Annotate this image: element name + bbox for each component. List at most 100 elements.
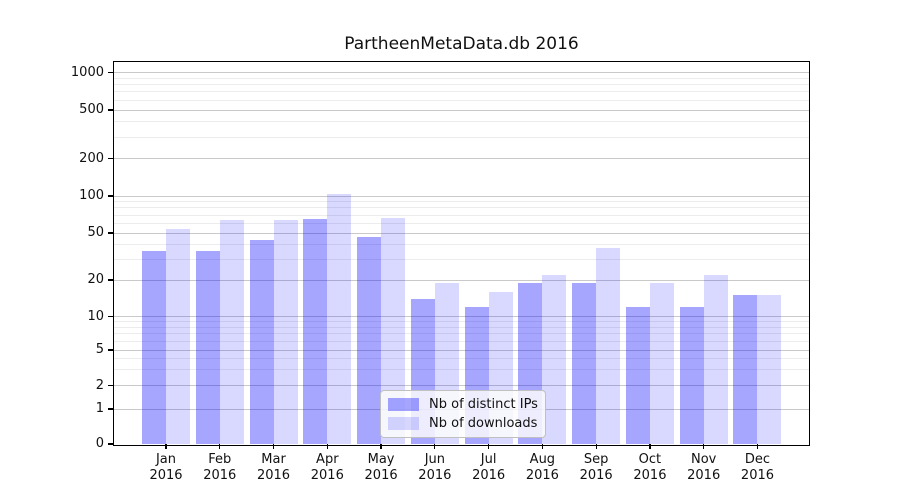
x-tick-label-jan: Jan 2016 [149,452,183,484]
legend-entry-downloads: Nb of downloads [388,416,538,431]
y-tickmark [108,232,113,234]
x-tick-label-dec: Dec 2016 [740,452,775,484]
x-tick-label-jun: Jun 2016 [418,452,452,484]
bar-distinct-ips-sep [572,282,597,444]
bar-downloads-dec [757,295,782,444]
y-tickmark [108,384,113,387]
y-tick-label: 0 [95,436,104,451]
minor-gridline [113,340,810,342]
bar-distinct-ips-apr [303,218,328,444]
bar-downloads-mar [273,219,298,444]
bar-distinct-ips-jan [142,251,166,444]
legend-swatch-downloads [388,417,419,430]
bar-downloads-aug [542,275,567,444]
chart-title: PartheenMetaData.db 2016 [344,34,579,54]
y-tick-label: 100 [79,188,104,203]
legend-label-downloads: Nb of downloads [429,416,538,431]
y-tickmark [108,109,113,111]
bar-distinct-ips-oct [625,306,650,444]
bar-downloads-jan [166,228,190,444]
bar-downloads-feb [219,219,244,444]
bar-distinct-ips-dec [733,295,758,444]
minor-gridline [113,99,810,101]
minor-gridline [113,91,810,93]
x-tick-label-sep: Sep 2016 [579,452,613,484]
x-tickmark [165,444,167,449]
legend-swatch-distinct-ips [388,398,419,411]
minor-gridline [113,358,810,360]
legend-entry-distinct-ips: Nb of distinct IPs [388,397,538,412]
major-gridline [113,279,810,281]
x-tickmark [380,444,382,449]
x-tickmark [595,444,597,449]
x-tickmark [272,444,275,449]
bar-distinct-ips-nov [679,306,704,444]
major-gridline [113,349,810,351]
bar-downloads-nov [703,275,728,444]
y-tick-label: 10 [87,308,104,324]
x-tick-label-apr: Apr 2016 [310,452,344,484]
major-gridline [113,158,810,159]
minor-gridline [113,321,810,323]
minor-gridline [113,84,810,86]
y-tick-label: 1000 [70,64,104,80]
minor-gridline [113,222,810,224]
bar-downloads-apr [327,194,352,444]
minor-gridline [113,326,810,328]
bar-downloads-oct [649,282,674,444]
y-tick-label: 500 [79,102,104,117]
minor-gridline [113,214,810,216]
minor-gridline [113,258,810,260]
x-tick-label-aug: Aug 2016 [525,452,559,484]
bar-distinct-ips-mar [249,239,274,444]
x-tickmark [649,444,651,449]
y-tickmark [108,157,113,160]
x-tick-label-feb: Feb 2016 [203,452,237,484]
y-tickmark [108,71,113,74]
y-tickmark [108,408,113,410]
x-tickmark [434,444,436,449]
y-tickmark [108,195,113,197]
x-tick-label-oct: Oct 2016 [633,452,667,484]
minor-gridline [113,136,810,138]
x-tick-label-mar: Mar 2016 [256,452,291,484]
minor-gridline [113,121,810,123]
x-tickmark [488,444,490,449]
y-tickmark [108,315,113,318]
major-gridline [113,316,810,317]
y-tick-label: 50 [87,225,104,240]
minor-gridline [113,243,810,245]
minor-gridline [113,201,810,203]
x-tick-label-may: May 2016 [364,452,398,484]
major-gridline [113,72,810,73]
y-tick-label: 1 [95,401,104,416]
y-tickmark [108,349,113,351]
y-tickmark [108,279,113,281]
y-tick-label: 20 [87,272,104,287]
x-tickmark [756,444,759,449]
minor-gridline [113,369,810,371]
y-tick-label: 2 [95,377,104,393]
minor-gridline [113,333,810,335]
minor-gridline [113,207,810,209]
minor-gridline [113,77,810,79]
legend-label-distinct-ips: Nb of distinct IPs [429,397,538,412]
bar-distinct-ips-may [357,237,382,444]
y-tick-label: 200 [79,150,104,166]
x-tickmark [703,444,705,449]
x-tickmark [541,444,543,449]
bar-downloads-sep [596,248,621,444]
major-gridline [113,195,810,197]
x-tickmark [326,444,328,449]
x-tick-label-jul: Jul 2016 [472,452,506,484]
x-tick-label-nov: Nov 2016 [687,452,721,484]
x-tickmark [219,444,221,449]
major-gridline [113,109,810,111]
y-tick-label: 5 [95,342,104,357]
y-tickmark [108,443,113,445]
major-gridline [113,232,810,234]
bar-distinct-ips-feb [195,251,220,444]
major-gridline [113,385,810,386]
legend: Nb of distinct IPs Nb of downloads [380,390,546,438]
